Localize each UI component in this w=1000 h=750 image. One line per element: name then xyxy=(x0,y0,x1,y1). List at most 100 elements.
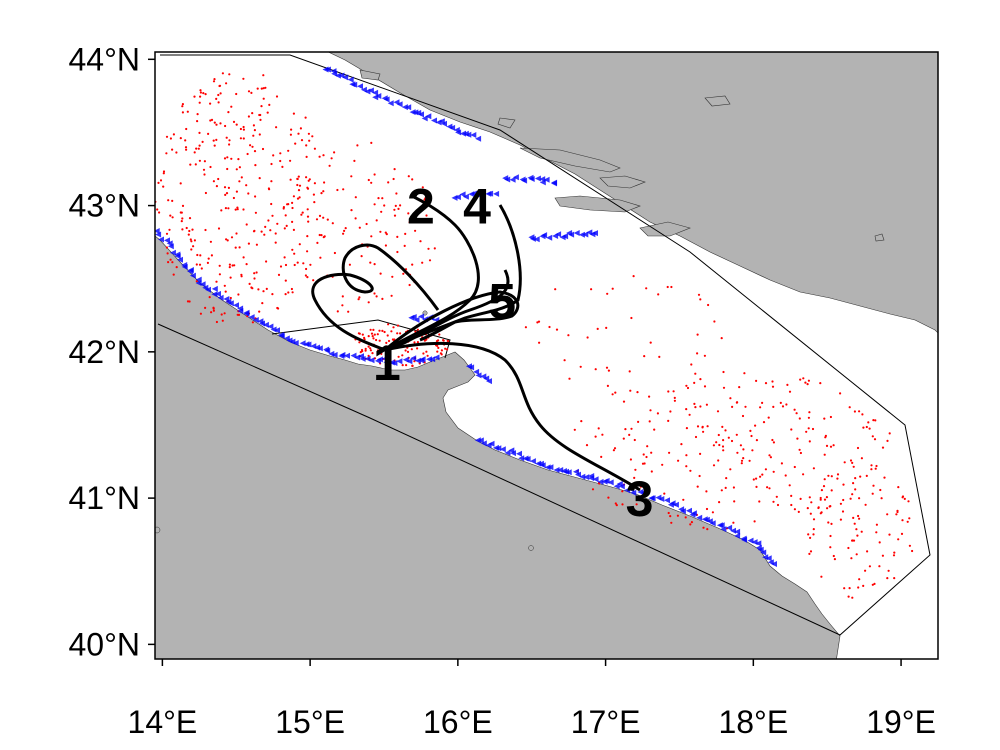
coastal-marker xyxy=(718,522,725,529)
observation-point xyxy=(836,477,839,480)
observation-point xyxy=(716,410,720,413)
observation-point xyxy=(858,578,861,581)
observation-point xyxy=(804,381,807,384)
coastal-marker xyxy=(544,464,551,471)
observation-point xyxy=(260,87,263,90)
observation-point xyxy=(444,347,447,350)
observation-point xyxy=(712,444,716,447)
observation-point xyxy=(724,429,727,432)
coastal-marker xyxy=(347,76,354,83)
coastal-marker xyxy=(375,93,382,99)
observation-point xyxy=(741,414,745,418)
observation-point xyxy=(413,341,416,344)
coastal-marker xyxy=(324,66,331,73)
observation-point xyxy=(180,220,183,223)
observation-point xyxy=(392,326,395,329)
observation-point xyxy=(204,191,207,195)
coastal-marker xyxy=(465,131,472,138)
observation-point xyxy=(597,427,600,430)
coastal-marker xyxy=(409,109,416,116)
observation-point xyxy=(875,531,878,534)
observation-point xyxy=(260,230,263,233)
observation-point xyxy=(369,349,372,352)
observation-point xyxy=(217,93,220,97)
observation-point xyxy=(169,214,172,217)
observation-point xyxy=(843,461,846,464)
observation-point xyxy=(830,489,833,492)
coastal-marker xyxy=(181,263,188,270)
observation-point xyxy=(862,426,865,429)
observation-point xyxy=(230,236,234,239)
observation-point xyxy=(225,192,229,195)
observation-point xyxy=(822,485,826,488)
observation-point xyxy=(729,468,732,471)
coastal-marker xyxy=(468,364,475,371)
plot-frame xyxy=(154,51,939,660)
observation-point xyxy=(279,159,282,163)
observation-point xyxy=(357,332,360,335)
observation-point xyxy=(416,328,419,331)
observation-point xyxy=(606,292,609,295)
observation-point xyxy=(824,434,828,437)
observation-point xyxy=(407,175,410,178)
coastal-marker xyxy=(487,190,494,197)
coastal-marker xyxy=(480,440,487,447)
observation-point xyxy=(319,256,322,259)
observation-point xyxy=(669,515,672,518)
coastal-marker xyxy=(367,87,374,94)
coastal-marker xyxy=(578,231,585,238)
observation-point xyxy=(307,220,310,223)
observation-point xyxy=(225,136,228,139)
observation-point xyxy=(833,558,837,561)
observation-point xyxy=(300,139,304,142)
observation-point xyxy=(375,338,378,342)
observation-point xyxy=(171,216,174,219)
observation-point xyxy=(705,403,709,406)
observation-point xyxy=(754,424,757,427)
observation-point xyxy=(410,348,413,351)
observation-point xyxy=(165,232,169,235)
observation-point xyxy=(251,112,254,115)
coastal-marker xyxy=(344,352,350,359)
observation-point xyxy=(279,152,282,155)
observation-point xyxy=(809,536,812,540)
observation-point xyxy=(793,508,797,511)
observation-point xyxy=(213,121,216,124)
observation-point xyxy=(242,77,245,80)
observation-point xyxy=(187,233,190,236)
coastal-marker xyxy=(760,549,767,556)
coastal-marker xyxy=(426,356,432,363)
observation-point xyxy=(393,208,396,211)
observation-point xyxy=(752,478,755,481)
island xyxy=(704,95,731,107)
observation-point xyxy=(215,97,218,100)
observation-point xyxy=(769,456,773,459)
observation-point xyxy=(284,263,288,267)
observation-point xyxy=(292,195,295,198)
observation-point xyxy=(232,196,235,200)
observation-point xyxy=(169,258,172,261)
observation-point xyxy=(847,546,850,550)
observation-point xyxy=(195,147,198,150)
observation-point xyxy=(291,201,294,204)
island xyxy=(497,117,516,129)
observation-point xyxy=(887,569,890,572)
observation-point xyxy=(847,595,850,598)
observation-point xyxy=(872,419,875,422)
observation-point xyxy=(271,293,274,296)
coastal-marker xyxy=(579,473,586,480)
observation-point xyxy=(875,523,879,526)
observation-point xyxy=(428,259,432,262)
observation-point xyxy=(287,291,290,294)
observation-point xyxy=(185,226,188,230)
observation-point xyxy=(395,192,398,195)
observation-point xyxy=(274,241,277,244)
observation-point xyxy=(342,232,345,235)
observation-point xyxy=(199,95,202,98)
coastal-marker xyxy=(755,540,762,547)
observation-point xyxy=(673,396,676,399)
coastal-marker xyxy=(493,190,500,197)
coastal-marker xyxy=(726,524,733,531)
observation-point xyxy=(871,435,874,438)
island xyxy=(155,526,161,534)
